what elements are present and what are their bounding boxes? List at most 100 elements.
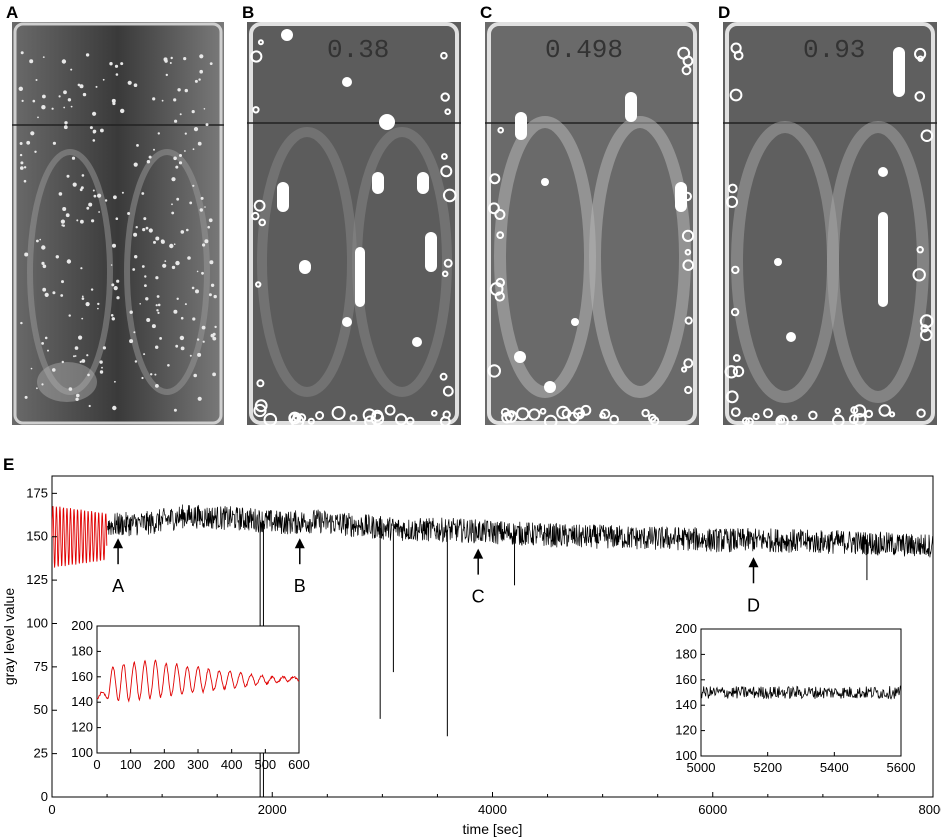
tracer-particle [212,372,217,377]
tracer-particle [34,150,37,153]
tracer-particle [20,161,24,165]
air-bubble [539,407,547,415]
tracer-particle [157,303,161,307]
inset-y-tick-label: 180 [675,646,697,661]
tracer-particle [154,373,157,376]
tracer-particle [120,62,124,66]
tracer-particle [184,150,186,152]
x-tick-label: 6000 [698,802,727,817]
tracer-particle [20,51,24,55]
tracer-particle [111,317,116,321]
tracer-particle [191,286,195,290]
inset-x-tick-label: 5400 [820,760,849,775]
air-bubble [440,92,450,102]
x-tick-label: 0 [48,802,55,817]
air-bubble [255,281,262,288]
air-bubble [682,191,693,202]
tracer-particle [44,336,48,340]
air-bubble [561,408,572,419]
tracer-particle [210,283,215,287]
air-bubble [315,411,325,420]
air-bubble [916,246,924,254]
tracer-particle [62,207,67,211]
tracer-particle [155,345,159,349]
photo-panel-a [12,22,224,425]
inset-x-tick-label: 600 [288,757,310,772]
tracer-particle [93,194,97,198]
tracer-particle [189,354,192,357]
air-bubble [920,328,933,342]
tracer-particle [192,184,195,187]
air-bubble [724,365,738,379]
air-bubble [912,268,926,282]
tracer-particle [98,211,100,213]
air-bubble [600,408,611,419]
tracer-particle [92,139,96,142]
flow-visualization-image-a [12,22,224,425]
y-tick-label: 175 [26,485,48,500]
tracer-particle [169,243,174,249]
tracer-particle [201,325,206,330]
tracer-particle [80,267,83,270]
tracer-particle [79,188,83,192]
air-bubble [288,412,300,423]
annotation-label: B [294,576,306,596]
tracer-particle [72,182,77,187]
tracer-particle [155,236,160,241]
tracer-particle [75,397,79,401]
tracer-particle [164,260,167,262]
tracer-particle [110,314,114,317]
air-bubble [440,51,448,60]
tracer-particle [155,384,159,388]
tracer-particle [19,153,23,157]
air-bubble [371,409,384,422]
tracer-particle [156,295,160,298]
tracer-particle [155,276,159,280]
tracer-particle [79,84,84,89]
tracer-particle [42,56,45,58]
tracer-particle [113,286,118,291]
tracer-particle [157,132,160,135]
air-bubble [752,412,760,421]
tracer-particle [81,297,85,300]
tracer-particle [61,360,64,364]
tracer-particle [81,359,86,363]
tracer-particle [89,126,93,130]
air-bubble [732,354,741,362]
tracer-particle [169,62,172,64]
panel-letter-c: C [480,3,493,22]
air-bubble [250,50,263,63]
tracer-particle [41,245,46,250]
tracer-particle [112,243,116,248]
overlay-number-b: 0.38 [327,35,389,65]
tracer-particle [66,259,72,264]
tracer-particle [196,338,200,341]
tracer-particle [102,78,105,81]
tracer-particle [74,355,77,357]
tracer-particle [61,59,67,64]
air-bubble [580,404,592,416]
air-bubble [494,209,506,220]
tracer-particle [42,94,46,99]
tracer-particle [180,230,185,234]
air-bubble [775,414,789,425]
annotation-arrow-head [294,538,305,549]
air-bubble [763,408,773,419]
tracer-particle [133,232,138,237]
y-tick-label: 0 [41,789,48,804]
tracer-particle [70,105,73,108]
tracer-particle [205,123,209,127]
tracer-particle [62,224,65,227]
air-bubble [441,153,448,160]
tracer-particle [171,203,173,206]
air-bubble [878,404,891,417]
tracer-particle [141,192,145,195]
tracer-particle [202,340,205,343]
tracer-particle [207,225,210,229]
tracer-particle [41,105,46,110]
air-bubble [727,183,738,194]
flow-visualization-image-b: 0.38 [247,22,461,425]
x-tick-label: 4000 [478,802,507,817]
tracer-particle [85,53,90,57]
tracer-particle [197,141,202,146]
